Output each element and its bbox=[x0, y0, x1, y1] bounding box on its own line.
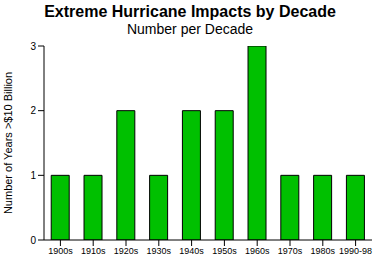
svg-text:1990-98: 1990-98 bbox=[339, 246, 372, 256]
html-text:Number per Decade: Number per Decade bbox=[127, 21, 253, 37]
svg-text:1920s: 1920s bbox=[114, 246, 139, 256]
svg-text:1900s: 1900s bbox=[48, 246, 73, 256]
svg-text:1: 1 bbox=[30, 170, 36, 181]
svg-text:1940s: 1940s bbox=[179, 246, 204, 256]
html-text:Extreme Hurricane Impacts by D: Extreme Hurricane Impacts by Decade bbox=[44, 3, 336, 20]
svg-text:1960s: 1960s bbox=[245, 246, 270, 256]
svg-text:1970s: 1970s bbox=[278, 246, 303, 256]
svg-text:0: 0 bbox=[30, 235, 36, 246]
svg-text:2: 2 bbox=[30, 105, 36, 116]
svg-text:1910s: 1910s bbox=[81, 246, 106, 256]
svg-text:1930s: 1930s bbox=[147, 246, 172, 256]
svg-text:3: 3 bbox=[30, 41, 36, 52]
svg-text:Number of Years >$10 Billion: Number of Years >$10 Billion bbox=[8, 72, 14, 214]
svg-text:1950s: 1950s bbox=[212, 246, 237, 256]
svg-text:1980s: 1980s bbox=[311, 246, 336, 256]
